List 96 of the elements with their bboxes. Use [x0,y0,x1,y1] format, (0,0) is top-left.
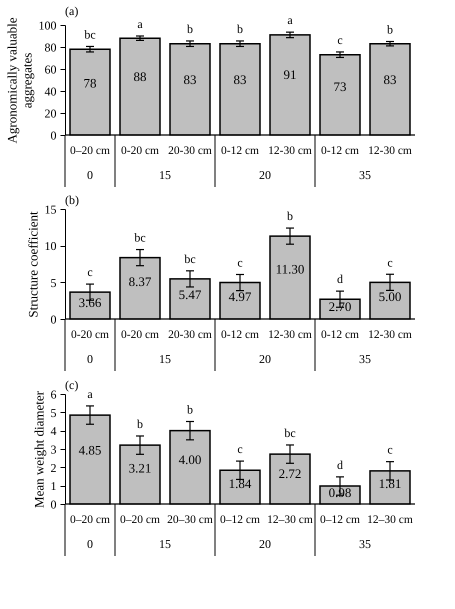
y-tick-label: 15 [44,202,56,216]
annotation: c [387,255,393,270]
x-tick-label: 12-30 cm [368,329,412,341]
x-tick-label: 0-12 cm [320,145,360,157]
text: 20 [259,168,271,182]
y-tick-label: 10 [44,239,56,254]
x-tick-label: 20-30 cm [168,145,212,157]
data-label: 11.30 [276,261,304,276]
data-label: 5.00 [378,289,402,304]
data-label: 2.70 [328,299,352,314]
data-label: 5.47 [178,286,202,302]
text: 35 [359,537,371,551]
data-label: 83 [184,72,196,88]
y-tick-label: 4 [50,424,56,438]
data-label: 8.37 [128,274,152,290]
chart-title: (a) [65,4,78,18]
annotation: d [337,458,343,472]
y-tick-label: 100 [38,18,56,32]
x-tick-label: 0-12 cm [220,329,260,341]
x-tick-label: 0–20 cm [70,145,110,157]
x-tick-label: 0–20 cm [120,514,160,526]
annotation: a [137,17,144,31]
x-tick-label: 12-30 cm [268,329,312,341]
x-tick-label: 0-12 cm [320,329,360,341]
chart-title: (b) [65,193,79,207]
text: 20 [259,537,271,551]
data-label: 3.66 [78,294,102,310]
annotation: b [187,22,193,36]
annotation: bc [184,252,196,266]
data-label: 91 [284,66,296,82]
annotation: a [287,13,294,28]
annotation: c [87,265,93,280]
annotation: b [287,209,293,224]
data-label: 2.72 [278,466,302,482]
y-tick-label: 80 [44,40,56,54]
x-tick-label: 12–30 cm [367,514,413,526]
x-tick-label: 0–12 cm [320,514,360,526]
chart-title: (c) [65,378,78,392]
annotation: b [237,22,243,36]
annotation: bc [284,426,296,440]
text: 15 [159,537,171,551]
y-tick-label: 3 [50,442,56,456]
data-label: 4.85 [78,442,102,458]
data-label: 4.00 [178,452,202,467]
annotation: a [87,386,94,401]
y-tick-label: 0 [50,498,56,512]
annotation: c [337,32,343,47]
data-label: 3.21 [128,460,152,476]
annotation: c [387,442,393,457]
data-label: 73 [334,78,346,94]
y-tick-label: 20 [44,106,56,120]
annotation: b [137,416,143,431]
x-tick-label: 0-20 cm [120,329,160,341]
x-tick-label: 20–30 cm [167,514,213,526]
annotation: d [337,272,343,286]
y-tick-label: 0 [50,128,56,142]
data-label: 78 [84,76,96,91]
text: 15 [159,352,171,366]
text: 0 [87,352,93,366]
y-axis-title: Structure coefficient [26,210,40,318]
x-tick-label: 0-20 cm [120,145,160,157]
x-tick-label: 0-20 cm [70,329,110,341]
annotation: c [237,442,243,456]
data-label: 83 [384,72,396,88]
data-label: 88 [134,68,146,84]
y-tick-label: 2 [50,460,56,475]
annotation: bc [134,230,146,245]
text: 35 [359,168,371,182]
text: 35 [359,352,371,366]
text: 20 [259,352,271,366]
y-tick-label: 0 [50,312,56,326]
y-axis-title: Mean weight diameter [32,390,46,508]
y-tick-label: 1 [50,479,56,494]
y-tick-label: 5 [50,276,56,290]
x-tick-label: 12-30 cm [268,145,312,157]
x-tick-label: 12–30 cm [267,514,313,526]
x-tick-label: 12-30 cm [368,145,412,157]
y-axis-title: Agronomically valuable aggregates [4,17,34,144]
annotation: b [187,402,193,416]
annotation: c [237,255,243,270]
text: 15 [159,168,171,182]
data-label: 4.97 [228,289,252,304]
y-tick-label: 40 [44,84,56,98]
data-label: 83 [234,72,246,88]
annotation: b [387,22,393,36]
y-tick-label: 6 [50,388,56,402]
x-tick-label: 0–20 cm [70,514,110,526]
x-tick-label: 0-12 cm [220,145,260,157]
text: 0 [87,537,93,551]
text: 0 [87,168,93,182]
y-tick-label: 5 [50,406,56,420]
x-tick-label: 0–12 cm [220,514,260,526]
x-tick-label: 20-30 cm [168,329,212,341]
annotation: bc [84,27,96,42]
y-tick-label: 60 [44,62,56,76]
data-label: 1.84 [228,476,252,491]
